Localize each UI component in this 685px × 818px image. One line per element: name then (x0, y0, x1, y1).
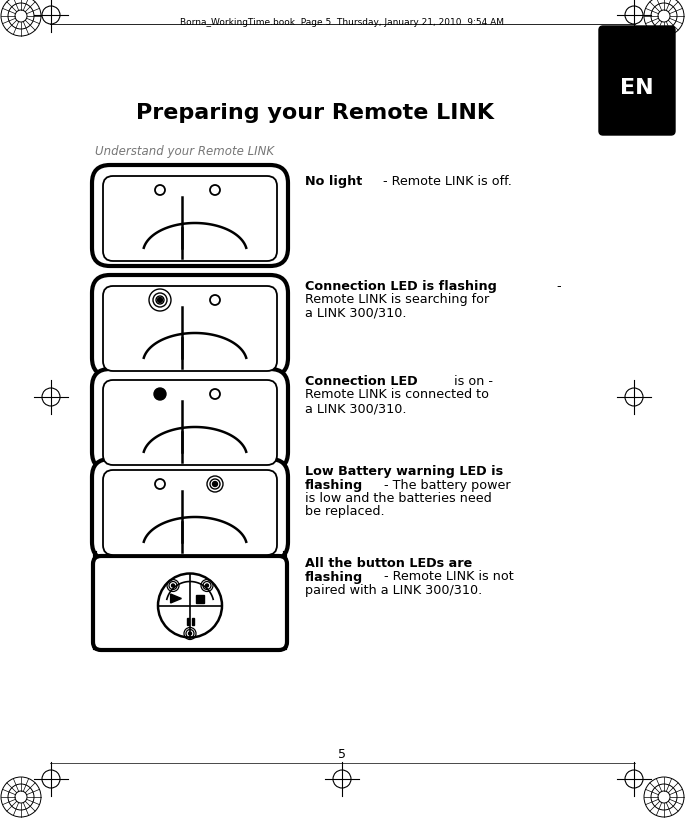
Polygon shape (171, 594, 182, 603)
Circle shape (171, 584, 175, 587)
Bar (192, 618, 195, 624)
Text: flashing: flashing (305, 479, 363, 492)
Text: a LINK 300/310.: a LINK 300/310. (305, 402, 406, 415)
Text: No light: No light (305, 175, 362, 188)
FancyBboxPatch shape (92, 165, 288, 266)
Text: 5: 5 (338, 748, 346, 762)
Text: Understand your Remote LINK: Understand your Remote LINK (95, 146, 274, 159)
FancyBboxPatch shape (103, 470, 277, 555)
FancyBboxPatch shape (92, 459, 288, 560)
Text: is low and the batteries need: is low and the batteries need (305, 492, 492, 505)
Bar (187, 618, 190, 624)
Text: Connection LED is flashing: Connection LED is flashing (305, 280, 497, 293)
FancyBboxPatch shape (599, 26, 675, 135)
Text: Remote LINK is connected to: Remote LINK is connected to (305, 389, 489, 402)
FancyBboxPatch shape (92, 275, 288, 376)
Circle shape (206, 584, 208, 587)
Text: EN: EN (620, 79, 653, 98)
Text: - Remote LINK is off.: - Remote LINK is off. (379, 175, 512, 188)
FancyBboxPatch shape (103, 176, 277, 261)
Text: - The battery power: - The battery power (380, 479, 511, 492)
Text: Remote LINK is searching for: Remote LINK is searching for (305, 294, 489, 307)
FancyBboxPatch shape (93, 556, 287, 650)
Text: All the button LEDs are: All the button LEDs are (305, 557, 472, 570)
Text: be replaced.: be replaced. (305, 506, 384, 519)
Text: Borna_WorkingTime.book  Page 5  Thursday, January 21, 2010  9:54 AM: Borna_WorkingTime.book Page 5 Thursday, … (180, 18, 504, 27)
FancyBboxPatch shape (103, 380, 277, 465)
Circle shape (154, 388, 166, 400)
Text: Preparing your Remote LINK: Preparing your Remote LINK (136, 103, 494, 123)
Text: Low Battery warning LED is: Low Battery warning LED is (305, 465, 503, 478)
Circle shape (188, 632, 192, 635)
FancyBboxPatch shape (103, 286, 277, 371)
Text: -: - (553, 280, 561, 293)
Circle shape (212, 482, 218, 487)
FancyBboxPatch shape (92, 369, 288, 470)
Text: paired with a LINK 300/310.: paired with a LINK 300/310. (305, 584, 482, 597)
Text: Connection LED: Connection LED (305, 375, 418, 388)
Text: flashing: flashing (305, 570, 363, 583)
Text: - Remote LINK is not: - Remote LINK is not (380, 570, 514, 583)
Bar (196, 595, 204, 603)
Text: a LINK 300/310.: a LINK 300/310. (305, 307, 406, 320)
Circle shape (158, 298, 162, 303)
Text: is on -: is on - (450, 375, 493, 388)
